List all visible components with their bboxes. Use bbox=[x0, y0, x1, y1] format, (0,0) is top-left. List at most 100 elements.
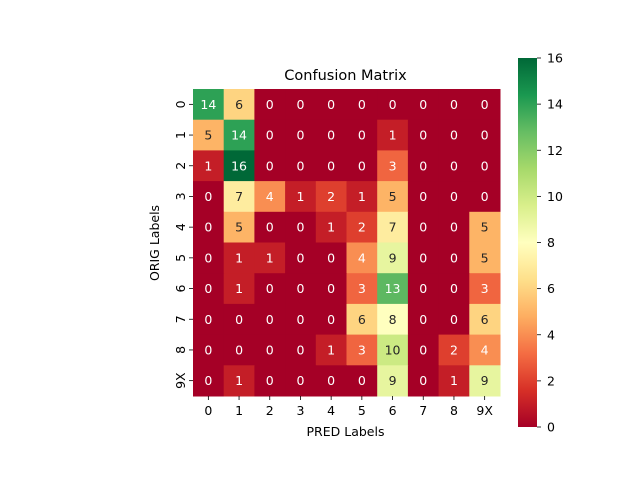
y-tick-label: 7 bbox=[173, 315, 188, 323]
heatmap-cell bbox=[193, 150, 225, 182]
cell-value-label: 2 bbox=[358, 220, 366, 235]
heatmap-cell bbox=[407, 181, 440, 213]
cell-value-label: 1 bbox=[450, 373, 458, 388]
cell-value-label: 1 bbox=[327, 342, 335, 357]
heatmap-cell bbox=[377, 211, 409, 243]
cell-value-label: 0 bbox=[450, 158, 458, 173]
heatmap-cell bbox=[377, 303, 409, 336]
cell-value-label: 0 bbox=[450, 97, 458, 112]
x-tick-label: 4 bbox=[327, 403, 335, 418]
cell-value-label: 1 bbox=[235, 281, 243, 296]
heatmap-cell bbox=[438, 242, 470, 274]
cell-value-label: 9 bbox=[481, 373, 489, 388]
y-tick-label: 1 bbox=[173, 131, 188, 139]
cell-value-label: 14 bbox=[200, 97, 216, 112]
cell-value-label: 6 bbox=[235, 97, 243, 112]
heatmap-cell bbox=[285, 211, 317, 243]
heatmap-cell bbox=[223, 303, 255, 336]
cell-value-label: 0 bbox=[266, 281, 274, 296]
cell-value-label: 0 bbox=[419, 220, 427, 235]
cell-value-label: 0 bbox=[419, 250, 427, 265]
heatmap-cell bbox=[438, 89, 470, 121]
cell-value-label: 5 bbox=[389, 189, 397, 204]
heatmap-cell bbox=[346, 119, 378, 151]
cell-value-label: 0 bbox=[296, 97, 304, 112]
cell-value-label: 7 bbox=[389, 220, 397, 235]
cell-value-label: 0 bbox=[296, 250, 304, 265]
heatmap-cell bbox=[254, 181, 286, 213]
x-tick-label: 1 bbox=[235, 403, 243, 418]
colorbar-tick-label: 14 bbox=[547, 97, 563, 112]
cell-value-label: 0 bbox=[327, 158, 335, 173]
cell-value-label: 2 bbox=[450, 342, 458, 357]
heatmap-cell bbox=[254, 119, 286, 151]
cell-value-label: 0 bbox=[266, 158, 274, 173]
heatmap-cell bbox=[407, 89, 440, 121]
heatmap-cell bbox=[254, 303, 286, 336]
heatmap-cell bbox=[377, 150, 409, 182]
cell-value-label: 6 bbox=[358, 312, 366, 327]
colorbar-tick-label: 4 bbox=[547, 327, 555, 342]
cell-value-label: 0 bbox=[296, 158, 304, 173]
y-tick-label: 2 bbox=[173, 162, 188, 170]
heatmap-cell bbox=[254, 242, 286, 274]
cell-value-label: 5 bbox=[481, 220, 489, 235]
cell-value-label: 3 bbox=[481, 281, 489, 296]
y-tick-label: 8 bbox=[173, 346, 188, 354]
cell-value-label: 16 bbox=[231, 158, 247, 173]
cell-value-label: 0 bbox=[419, 342, 427, 357]
cell-value-label: 0 bbox=[389, 97, 397, 112]
cell-value-label: 0 bbox=[450, 312, 458, 327]
cell-value-label: 0 bbox=[450, 281, 458, 296]
cell-value-label: 0 bbox=[204, 342, 212, 357]
cell-value-label: 8 bbox=[389, 312, 397, 327]
heatmap-cell bbox=[377, 181, 409, 213]
heatmap-cell bbox=[346, 89, 378, 121]
cell-value-label: 0 bbox=[266, 97, 274, 112]
y-axis: 0 1 2 3 4 5 6 7 8 9X bbox=[173, 100, 193, 389]
heatmap-cell bbox=[223, 89, 255, 121]
heatmap-cell bbox=[285, 89, 317, 121]
heatmap-cell bbox=[285, 181, 317, 213]
heatmap-cell bbox=[193, 119, 225, 151]
heatmap-cell bbox=[315, 119, 347, 151]
heatmap-cell bbox=[315, 150, 347, 182]
heatmap-cell bbox=[315, 273, 347, 305]
heatmap-cell bbox=[346, 181, 378, 213]
cell-value-label: 0 bbox=[419, 158, 427, 173]
cell-value-label: 5 bbox=[204, 128, 212, 143]
heatmap-cell bbox=[193, 303, 225, 336]
cell-value-label: 0 bbox=[481, 97, 489, 112]
x-tick-label: 9X bbox=[476, 403, 493, 418]
cell-value-label: 0 bbox=[358, 158, 366, 173]
heatmap-cell bbox=[377, 273, 409, 305]
heatmap-cell bbox=[346, 273, 378, 305]
cell-value-label: 0 bbox=[296, 342, 304, 357]
colorbar bbox=[518, 58, 537, 427]
cell-value-label: 0 bbox=[266, 312, 274, 327]
heatmap-cell bbox=[315, 334, 347, 366]
heatmap-cell bbox=[407, 119, 440, 151]
cell-value-label: 10 bbox=[385, 342, 401, 357]
x-tick-label: 6 bbox=[389, 403, 397, 418]
chart-title: Confusion Matrix bbox=[284, 68, 407, 84]
heatmap-cell bbox=[346, 150, 378, 182]
heatmap-cell bbox=[315, 211, 347, 243]
cell-value-label: 1 bbox=[358, 189, 366, 204]
colorbar-tick-label: 10 bbox=[547, 189, 563, 204]
cell-value-label: 0 bbox=[296, 373, 304, 388]
heatmap-cell bbox=[193, 181, 225, 213]
heatmap-cell bbox=[438, 273, 470, 305]
heatmap-cell bbox=[469, 273, 501, 305]
cell-value-label: 1 bbox=[389, 128, 397, 143]
cell-value-label: 0 bbox=[358, 97, 366, 112]
y-tick-label: 3 bbox=[173, 192, 188, 200]
cell-value-label: 0 bbox=[204, 312, 212, 327]
cell-value-label: 9 bbox=[389, 373, 397, 388]
cell-value-label: 0 bbox=[419, 189, 427, 204]
y-tick-label: 4 bbox=[173, 223, 188, 231]
cell-value-label: 0 bbox=[419, 97, 427, 112]
heatmap-cell bbox=[254, 334, 286, 366]
cell-value-label: 1 bbox=[204, 158, 212, 173]
cell-value-label: 7 bbox=[235, 189, 243, 204]
